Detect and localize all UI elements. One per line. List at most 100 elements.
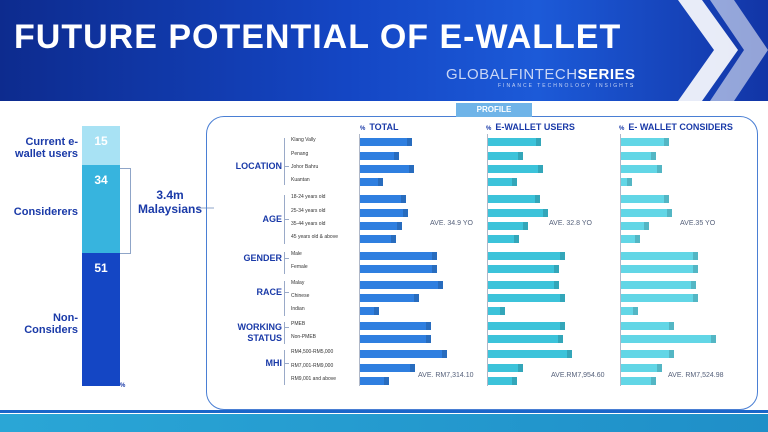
bar <box>621 307 633 315</box>
bar-value-tag <box>426 335 431 343</box>
percent-symbol: % <box>486 126 492 132</box>
category-bracket <box>284 350 285 385</box>
row-label: RM4,500-RM5,000 <box>291 349 334 355</box>
bar <box>360 307 374 315</box>
bar <box>360 281 438 289</box>
category-label: AGE <box>262 214 282 224</box>
row-label: PMEB <box>291 321 306 327</box>
row-label: Chinese <box>291 293 310 299</box>
bar-value-tag <box>651 152 656 160</box>
bar-value-tag <box>442 350 447 358</box>
category-bracket <box>284 138 285 185</box>
bar <box>488 322 560 330</box>
bar <box>621 322 669 330</box>
footer-bar <box>0 414 768 432</box>
row-label: Female <box>291 264 308 270</box>
bar-value-tag <box>426 322 431 330</box>
bar-value-tag <box>414 294 419 302</box>
bar-value-tag <box>391 235 396 243</box>
column-axis <box>359 134 360 386</box>
bar-value-tag <box>567 350 572 358</box>
category-bracket <box>284 281 285 316</box>
bar <box>621 209 667 217</box>
bar-value-tag <box>432 252 437 260</box>
bar <box>488 335 558 343</box>
bar <box>360 252 432 260</box>
bar-value-tag <box>711 335 716 343</box>
bar <box>360 165 409 173</box>
bar-value-tag <box>657 165 662 173</box>
bar-value-tag <box>384 377 389 385</box>
bar-value-tag <box>518 364 523 372</box>
category-tick <box>284 292 289 293</box>
row-label: Penang <box>291 151 309 157</box>
bar <box>488 377 512 385</box>
bar-value-tag <box>560 322 565 330</box>
column-title: E- WALLET CONSIDERS <box>628 122 733 132</box>
bar <box>621 178 627 186</box>
category-label: LOCATION <box>235 161 282 171</box>
average-income: AVE.RM7,954.60 <box>551 372 605 379</box>
brand-series: SERIES <box>577 66 636 83</box>
bar-value-tag <box>669 350 674 358</box>
category-label: WORKING STATUS <box>237 322 283 343</box>
category-tick <box>284 258 289 259</box>
category-tick <box>284 166 289 167</box>
bar-value-tag <box>554 281 559 289</box>
bar-value-tag <box>432 265 437 273</box>
bar <box>360 265 432 273</box>
average-age: AVE.35 YO <box>680 220 716 227</box>
page-title: FUTURE POTENTIAL OF E-WALLET <box>14 18 622 56</box>
average-income: AVE. RM7,314.10 <box>418 372 474 379</box>
header-banner: FUTURE POTENTIAL OF E-WALLET GLOBALFINTE… <box>0 0 768 101</box>
bar-value-tag <box>693 252 698 260</box>
average-income: AVE. RM7,524.98 <box>668 372 724 379</box>
brand-tagline: FINANCE TECHNOLOGY INSIGHTS <box>498 83 636 89</box>
bar <box>488 294 560 302</box>
column-header: % E-WALLET USERS <box>486 122 575 132</box>
category-tick <box>284 327 289 328</box>
bar <box>488 235 514 243</box>
bar <box>621 265 693 273</box>
bar-value-tag <box>558 335 563 343</box>
column-header: % TOTAL <box>360 122 399 132</box>
composition-label: Non-Considers <box>24 312 78 336</box>
bar <box>360 294 414 302</box>
profile-tab: PROFILE <box>456 103 532 117</box>
bar-value-tag <box>693 265 698 273</box>
bar-value-tag <box>669 322 674 330</box>
percent-symbol: % <box>360 126 366 132</box>
bar <box>621 252 693 260</box>
bar-value-tag <box>667 209 672 217</box>
composition-label: Current e-wallet users <box>15 136 78 160</box>
row-label: 25-34 years old <box>291 208 326 214</box>
bar <box>488 364 518 372</box>
bar <box>621 350 669 358</box>
bar-value-tag <box>407 138 412 146</box>
bar <box>360 235 391 243</box>
unit-label: % <box>120 383 126 389</box>
bar-value-tag <box>378 178 383 186</box>
column-title: TOTAL <box>369 122 399 132</box>
bar <box>488 350 567 358</box>
bar-value-tag <box>538 165 543 173</box>
bar-value-tag <box>500 307 505 315</box>
row-label: 35-44 years old <box>291 221 326 227</box>
bar-value-tag <box>657 364 662 372</box>
bar <box>621 335 711 343</box>
composition-segment: 51 <box>82 253 120 386</box>
composition-value: 34 <box>94 173 108 187</box>
brand-logo: GLOBALFINTECHSERIES <box>446 66 636 83</box>
considerers-bracket <box>120 168 131 254</box>
bar <box>360 350 442 358</box>
bar <box>488 178 512 186</box>
composition-label: Considerers <box>13 206 78 218</box>
brand-name: GLOBALFINTECH <box>446 66 578 83</box>
bar-value-tag <box>397 222 402 230</box>
bar <box>488 281 554 289</box>
bar-value-tag <box>554 265 559 273</box>
composition-value: 51 <box>94 261 108 275</box>
bar <box>360 152 394 160</box>
bar <box>488 209 543 217</box>
bar-value-tag <box>664 138 669 146</box>
